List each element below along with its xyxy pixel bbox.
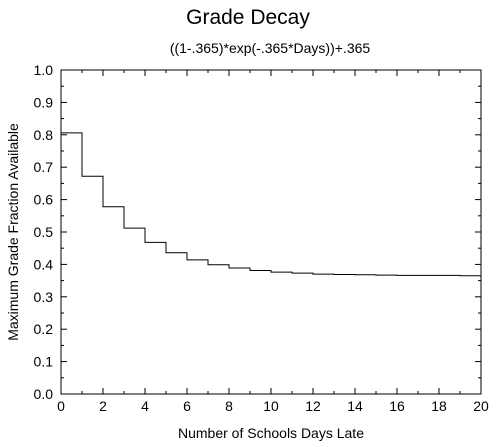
x-tick-label: 18: [431, 398, 447, 414]
y-tick-label: 0.6: [34, 192, 54, 208]
x-tick-label: 6: [183, 398, 191, 414]
plot-frame: [60, 69, 482, 395]
x-tick-label: 2: [99, 398, 107, 414]
chart-subtitle: ((1-.365)*exp(-.365*Days))+.365: [169, 40, 371, 56]
x-tick-label: 8: [225, 398, 233, 414]
x-tick-label: 4: [141, 398, 149, 414]
x-tick-label: 20: [473, 398, 489, 414]
y-tick-label: 0.1: [34, 354, 54, 370]
y-tick-label: 0.7: [34, 159, 54, 175]
x-tick-label: 0: [57, 398, 65, 414]
x-tick-label: 16: [389, 398, 405, 414]
y-tick-label: 1.0: [34, 62, 54, 78]
axis-ticks: [60, 69, 482, 395]
y-axis-label: Maximum Grade Fraction Available: [5, 123, 21, 341]
x-tick-labels: 0 2 4 6 8 10 12 14 16 18 20: [57, 398, 489, 414]
chart-title: Grade Decay: [186, 6, 310, 29]
y-tick-labels: 0.0 0.1 0.2 0.3 0.4 0.5 0.6 0.7 0.8 0.9 1.0: [34, 62, 54, 402]
x-tick-label: 12: [305, 398, 321, 414]
y-tick-label: 0.2: [34, 321, 54, 337]
y-tick-label: 0.3: [34, 289, 54, 305]
y-tick-label: 0.5: [34, 224, 54, 240]
y-tick-label: 0.0: [34, 386, 54, 402]
series-step-line: [61, 132, 481, 277]
y-tick-label: 0.4: [34, 256, 54, 272]
x-tick-label: 14: [347, 398, 363, 414]
y-tick-label: 0.8: [34, 127, 54, 143]
y-tick-label: 0.9: [34, 94, 54, 110]
x-tick-label: 10: [263, 398, 279, 414]
x-axis-label: Number of Schools Days Late: [178, 425, 364, 441]
